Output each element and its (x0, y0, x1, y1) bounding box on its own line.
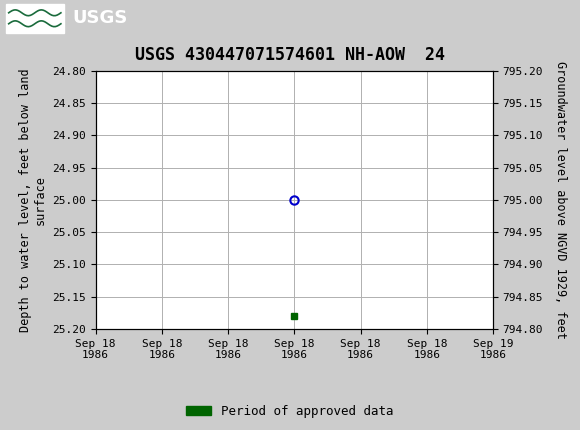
Y-axis label: Depth to water level, feet below land
surface: Depth to water level, feet below land su… (19, 68, 46, 332)
Bar (6, 3, 64, 33)
Y-axis label: Groundwater level above NGVD 1929, feet: Groundwater level above NGVD 1929, feet (554, 61, 567, 339)
Text: USGS: USGS (72, 9, 128, 27)
Text: USGS 430447071574601 NH-AOW  24: USGS 430447071574601 NH-AOW 24 (135, 46, 445, 64)
Legend: Period of approved data: Period of approved data (181, 400, 399, 423)
